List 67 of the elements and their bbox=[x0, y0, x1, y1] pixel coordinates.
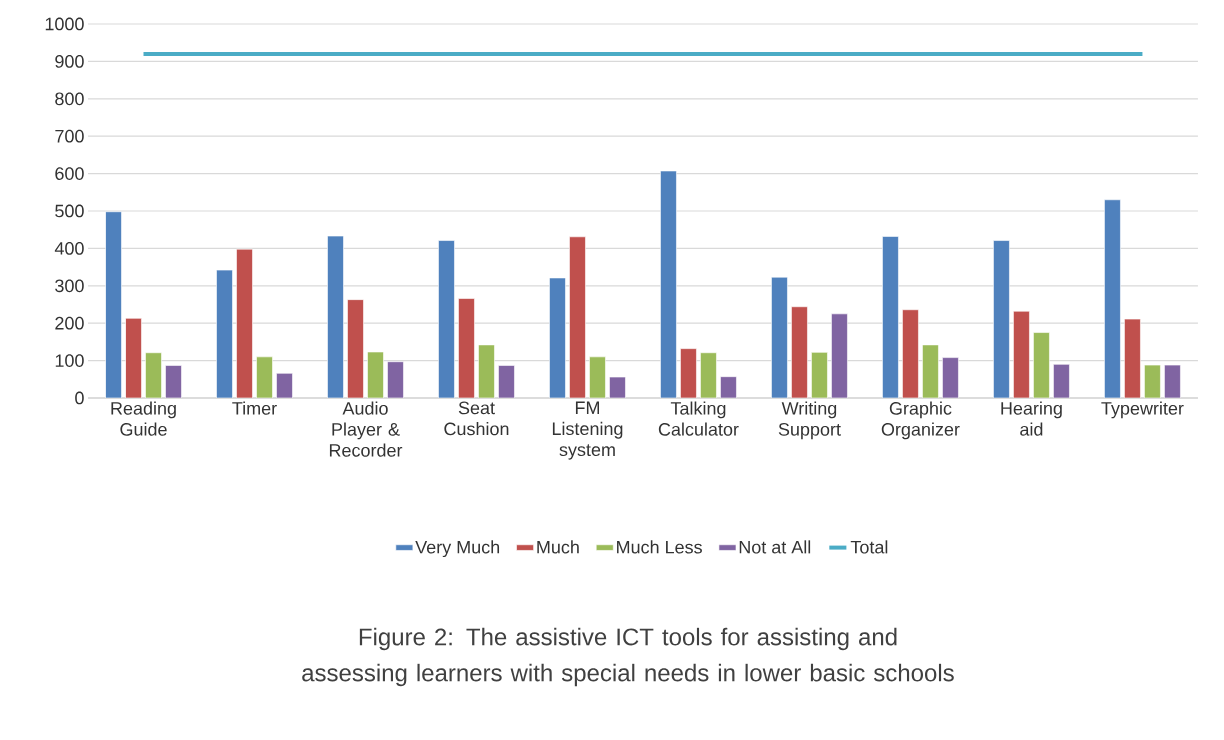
bar bbox=[347, 299, 364, 398]
bar bbox=[811, 352, 828, 398]
bar bbox=[1104, 199, 1121, 398]
bar bbox=[236, 248, 253, 398]
bar bbox=[771, 276, 788, 398]
bar bbox=[478, 344, 495, 398]
bar bbox=[498, 365, 515, 398]
bar bbox=[609, 376, 626, 398]
bar bbox=[700, 352, 717, 398]
y-tick-label: 100 bbox=[55, 354, 84, 367]
x-tick-label: Reading Guide bbox=[111, 401, 176, 436]
bar bbox=[367, 351, 384, 398]
caption: Figure 2: The assistive ICT tools for assisting and assessing learners with special needs in lower basic schools bbox=[302, 627, 954, 687]
y-tick-label: 800 bbox=[55, 92, 84, 106]
y-tick-label: 900 bbox=[55, 55, 84, 68]
bar bbox=[1033, 332, 1050, 398]
x-tick-label: Typewriter bbox=[1101, 401, 1184, 419]
x-tick-label: FM Listening system bbox=[552, 401, 623, 460]
bar bbox=[105, 211, 122, 398]
bar bbox=[993, 240, 1010, 398]
bar bbox=[276, 373, 293, 398]
bar bbox=[660, 170, 677, 398]
bar bbox=[882, 236, 899, 398]
bar bbox=[831, 313, 848, 398]
legend-label: Much bbox=[537, 540, 579, 554]
x-tick-label: Timer bbox=[232, 401, 277, 415]
bar bbox=[165, 365, 182, 398]
bar bbox=[942, 357, 959, 398]
y-tick-label: 0 bbox=[75, 391, 84, 405]
bar bbox=[569, 236, 586, 398]
y-tick-label: 500 bbox=[55, 204, 84, 218]
bar bbox=[922, 344, 939, 398]
bar bbox=[1053, 364, 1070, 398]
x-tick-label: Graphic Organizer bbox=[881, 401, 960, 440]
bar bbox=[902, 309, 919, 398]
bar bbox=[216, 269, 233, 398]
bar bbox=[438, 240, 455, 398]
y-tick-label: 600 bbox=[55, 167, 84, 180]
bar bbox=[256, 356, 273, 398]
bar bbox=[549, 277, 566, 398]
legend-label: Very Much bbox=[415, 540, 500, 558]
bar bbox=[125, 318, 142, 398]
bar bbox=[680, 348, 697, 398]
y-tick-label: 400 bbox=[54, 242, 84, 255]
x-tick-label: Writing Support bbox=[778, 401, 841, 440]
bar bbox=[720, 376, 737, 398]
y-tick-label: 300 bbox=[55, 279, 84, 293]
bar bbox=[1144, 364, 1161, 398]
x-tick-label: Seat Cushion bbox=[444, 401, 509, 436]
bar bbox=[145, 352, 162, 398]
x-tick-label: Talking Calculator bbox=[658, 401, 739, 436]
legend-label: Much Less bbox=[617, 540, 702, 554]
y-tick-label: 1000 bbox=[45, 17, 84, 31]
bar bbox=[458, 298, 475, 398]
y-tick-label: 200 bbox=[55, 316, 84, 330]
legend-label: Not at All bbox=[739, 540, 811, 554]
bar bbox=[327, 235, 344, 398]
legend-label: Total bbox=[850, 540, 888, 554]
bar bbox=[1013, 310, 1030, 398]
bar bbox=[1164, 364, 1181, 398]
bar bbox=[589, 356, 606, 398]
x-tick-label: Audio Player & Recorder bbox=[329, 401, 403, 457]
y-tick-label: 700 bbox=[55, 129, 84, 143]
bar bbox=[1124, 318, 1141, 398]
bar bbox=[791, 306, 808, 398]
x-tick-label: Hearing aid bbox=[1001, 401, 1062, 436]
bar bbox=[387, 361, 404, 398]
